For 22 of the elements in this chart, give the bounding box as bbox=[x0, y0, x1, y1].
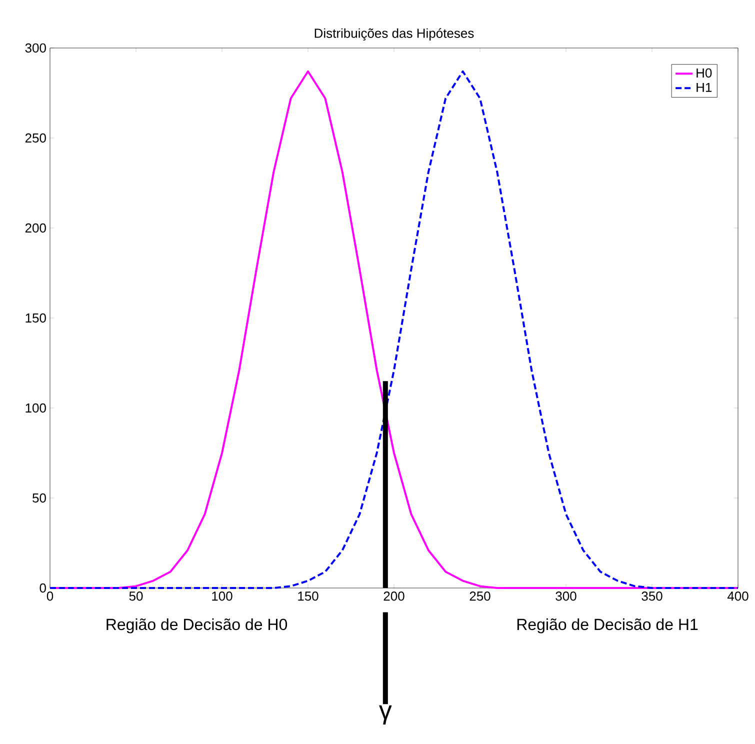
y-tick-label: 300 bbox=[25, 43, 46, 53]
x-tick-label: 400 bbox=[727, 592, 748, 601]
chart-title: Distribuições das Hipóteses bbox=[314, 28, 474, 40]
text: Região de Decisão de H1 bbox=[517, 618, 698, 634]
y-tick-label: 50 bbox=[32, 493, 46, 503]
text: Região de Decisão de H0 bbox=[106, 618, 288, 634]
legend-label: H1 bbox=[696, 82, 712, 92]
y-tick-label: 200 bbox=[25, 223, 46, 233]
x-tick-label: 150 bbox=[298, 592, 318, 601]
x-tick-label: 200 bbox=[384, 592, 404, 601]
y-tick-label: 100 bbox=[26, 403, 46, 413]
text: γ bbox=[379, 705, 392, 725]
x-tick-label: 50 bbox=[129, 592, 143, 601]
x-tick-label: 250 bbox=[470, 592, 490, 601]
y-tick-label: 250 bbox=[25, 133, 46, 143]
x-tick-label: 0 bbox=[46, 592, 54, 601]
x-tick-label: 300 bbox=[556, 592, 576, 601]
x-tick-label: 100 bbox=[212, 592, 232, 601]
legend-label: H0 bbox=[696, 68, 712, 78]
y-tick-label: 0 bbox=[40, 583, 46, 593]
y-tick-label: 150 bbox=[26, 313, 46, 323]
x-tick-label: 350 bbox=[642, 592, 662, 601]
